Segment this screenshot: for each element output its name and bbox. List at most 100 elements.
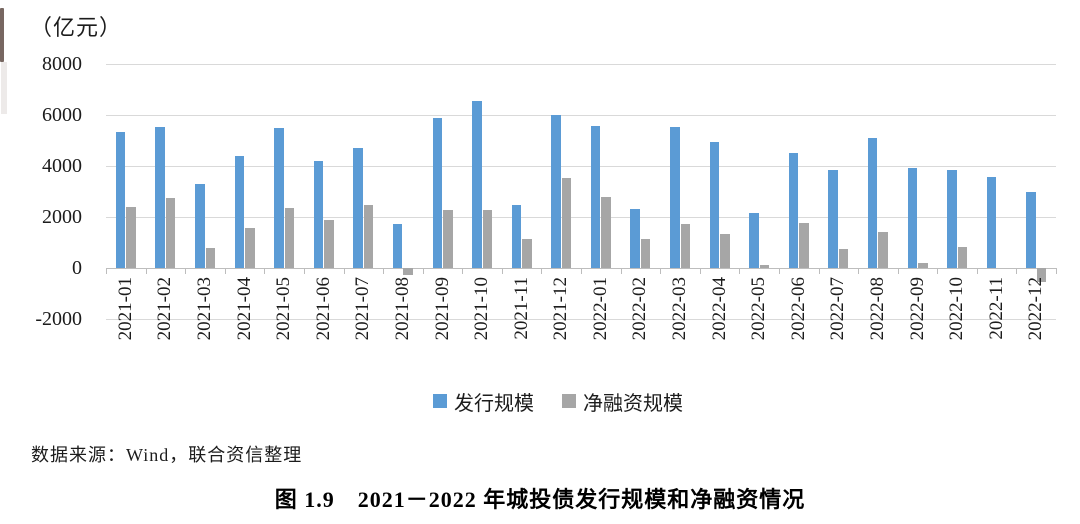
bar-净融资规模-2022-09 bbox=[918, 262, 928, 268]
bar-发行规模-2021-04 bbox=[234, 155, 244, 268]
bar-发行规模-2021-09 bbox=[432, 117, 442, 268]
bar-净融资规模-2022-10 bbox=[957, 247, 967, 268]
x-axis-tick bbox=[660, 268, 662, 274]
x-axis-tick bbox=[778, 268, 780, 274]
scan-artifact-ghost bbox=[1, 62, 7, 114]
bar-发行规模-2021-05 bbox=[274, 127, 284, 269]
x-axis-tick-label: 2021-06 bbox=[312, 277, 334, 341]
x-axis-tick bbox=[858, 268, 860, 274]
bar-净融资规模-2022-06 bbox=[799, 223, 809, 268]
bar-发行规模-2021-02 bbox=[155, 127, 165, 268]
x-axis-tick bbox=[897, 268, 899, 274]
x-axis-tick-label: 2022-12 bbox=[1025, 277, 1047, 341]
legend-label: 净融资规模 bbox=[583, 392, 683, 415]
x-axis-tick-label: 2021-08 bbox=[391, 277, 413, 341]
bar-发行规模-2021-11 bbox=[511, 205, 522, 268]
bar-净融资规模-2022-04 bbox=[720, 233, 730, 268]
bar-发行规模-2022-09 bbox=[907, 167, 917, 268]
x-axis-tick-label: 2022-08 bbox=[866, 277, 888, 341]
bar-净融资规模-2021-02 bbox=[165, 198, 176, 268]
y-axis-tick-label: 6000 bbox=[42, 104, 82, 126]
legend-label: 发行规模 bbox=[454, 392, 534, 415]
x-axis-tick-label: 2022-01 bbox=[589, 277, 611, 341]
legend-swatch-icon bbox=[433, 394, 447, 408]
bar-净融资规模-2022-01 bbox=[601, 196, 611, 268]
bar-发行规模-2021-12 bbox=[551, 114, 561, 268]
y-axis-tick-label: 4000 bbox=[42, 155, 82, 177]
x-axis-tick-label: 2021-03 bbox=[194, 277, 215, 341]
x-axis-tick bbox=[224, 268, 226, 274]
bar-净融资规模-2021-07 bbox=[363, 205, 374, 268]
bar-净融资规模-2021-12 bbox=[561, 178, 572, 268]
y-axis-tick-label: 2000 bbox=[42, 206, 82, 228]
source-note: 数据来源：Wind，联合资信整理 bbox=[31, 445, 303, 465]
y-axis-unit-label: （亿元） bbox=[30, 15, 123, 40]
x-axis-tick bbox=[383, 268, 385, 274]
x-axis-tick-label: 2021-01 bbox=[114, 277, 136, 341]
bar-净融资规模-2022-02 bbox=[640, 239, 651, 268]
chart-legend: 发行规模 净融资规模 bbox=[0, 387, 1080, 416]
x-axis-tick-label: 2021-11 bbox=[510, 277, 532, 340]
bar-净融资规模-2021-03 bbox=[205, 247, 215, 268]
bar-净融资规模-2021-10 bbox=[482, 209, 492, 268]
x-axis-tick-label: 2022-10 bbox=[946, 277, 967, 341]
x-axis-tick-label: 2021-09 bbox=[431, 277, 453, 341]
x-axis-tick bbox=[1016, 268, 1018, 274]
x-axis-tick bbox=[185, 268, 187, 274]
bar-发行规模-2022-12 bbox=[1026, 192, 1036, 268]
bar-净融资规模-2021-04 bbox=[245, 227, 255, 268]
x-axis-tick-label: 2022-05 bbox=[748, 277, 770, 341]
bar-发行规模-2022-08 bbox=[867, 138, 878, 268]
x-axis-tick-label: 2021-07 bbox=[352, 277, 374, 341]
bar-发行规模-2022-06 bbox=[788, 152, 799, 268]
x-axis-tick bbox=[739, 268, 741, 274]
bar-发行规模-2022-05 bbox=[749, 212, 759, 268]
x-axis-tick-label: 2022-04 bbox=[708, 277, 730, 341]
x-axis-tick bbox=[620, 268, 622, 274]
scan-artifact bbox=[0, 8, 4, 62]
bar-净融资规模-2022-08 bbox=[878, 231, 888, 268]
x-axis-tick-label: 2021-05 bbox=[273, 277, 295, 341]
x-axis-tick bbox=[145, 268, 147, 274]
bar-发行规模-2022-03 bbox=[670, 126, 680, 268]
x-axis-tick bbox=[1056, 268, 1057, 274]
bar-发行规模-2021-08 bbox=[392, 224, 403, 268]
x-axis-tick bbox=[462, 268, 464, 274]
legend-item: 发行规模 bbox=[433, 387, 534, 416]
y-axis-tick-label: 8000 bbox=[42, 53, 82, 75]
x-axis-tick bbox=[422, 268, 424, 274]
gridline bbox=[106, 64, 1056, 65]
bar-发行规模-2022-07 bbox=[828, 170, 838, 268]
x-axis-tick bbox=[937, 268, 939, 274]
bar-净融资规模-2021-08 bbox=[403, 268, 413, 276]
bar-净融资规模-2022-12 bbox=[1036, 268, 1047, 282]
y-axis-tick-label: 0 bbox=[72, 257, 82, 279]
bar-发行规模-2022-04 bbox=[709, 141, 719, 268]
bar-发行规模-2021-07 bbox=[353, 148, 363, 268]
bar-净融资规模-2022-05 bbox=[759, 264, 770, 268]
gridline bbox=[106, 319, 1056, 320]
x-axis-tick-label: 2022-02 bbox=[629, 277, 651, 341]
x-axis-tick-label: 2021-10 bbox=[471, 277, 492, 341]
bar-净融资规模-2021-06 bbox=[324, 219, 334, 268]
y-axis-tick-label: -2000 bbox=[35, 308, 82, 330]
bar-发行规模-2022-11 bbox=[986, 176, 997, 268]
x-axis-tick bbox=[106, 268, 107, 274]
x-axis-tick-label: 2022-07 bbox=[827, 277, 849, 341]
x-axis-tick-label: 2021-04 bbox=[233, 277, 255, 341]
x-axis-tick bbox=[541, 268, 543, 274]
bar-净融资规模-2021-05 bbox=[284, 207, 295, 268]
bar-净融资规模-2021-09 bbox=[443, 209, 453, 268]
x-axis-tick bbox=[264, 268, 266, 274]
bar-净融资规模-2021-11 bbox=[522, 238, 532, 268]
gridline bbox=[106, 217, 1056, 218]
x-axis-tick bbox=[581, 268, 582, 274]
x-axis-tick-label: 2021-12 bbox=[550, 277, 572, 341]
legend-swatch-icon bbox=[562, 394, 576, 408]
x-axis-tick-label: 2021-02 bbox=[154, 277, 176, 341]
x-axis-tick bbox=[343, 268, 345, 274]
bar-净融资规模-2022-07 bbox=[838, 248, 849, 268]
legend-item: 净融资规模 bbox=[562, 387, 683, 416]
x-axis-tick bbox=[699, 268, 701, 274]
gridline bbox=[106, 115, 1056, 116]
